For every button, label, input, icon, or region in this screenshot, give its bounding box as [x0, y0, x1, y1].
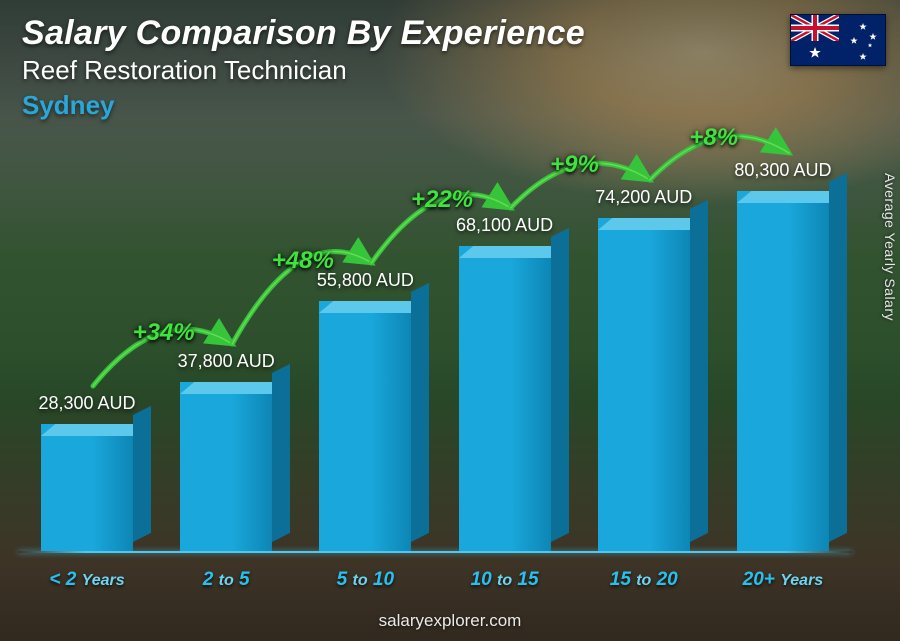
bar-side [690, 200, 708, 542]
bar: 68,100 AUD [446, 215, 564, 551]
bar: 80,300 AUD [724, 160, 842, 551]
bar-side [133, 406, 151, 542]
chart-subtitle: Reef Restoration Technician [22, 55, 585, 86]
bar-body [598, 218, 690, 551]
bar-top [598, 218, 704, 230]
bar-body [737, 191, 829, 551]
bar-front [737, 191, 829, 551]
bar-front [459, 246, 551, 551]
percent-increase-label: +22% [411, 186, 473, 214]
bar: 74,200 AUD [585, 187, 703, 551]
x-axis-label: 10 to 15 [446, 569, 564, 591]
bar: 55,800 AUD [306, 270, 424, 551]
percent-increase-label: +34% [133, 319, 195, 347]
percent-increase-label: +8% [689, 124, 738, 152]
bar-body [459, 246, 551, 551]
bar-front [319, 301, 411, 551]
bar-side [272, 364, 290, 542]
bar-body [180, 382, 272, 551]
bar-front [598, 218, 690, 551]
bar-front [180, 382, 272, 551]
chart-title: Salary Comparison By Experience [22, 14, 585, 53]
bar-value-label: 74,200 AUD [595, 187, 692, 208]
x-axis-label: 20+ Years [724, 569, 842, 591]
bar-side [551, 228, 569, 542]
bar-top [41, 424, 147, 436]
infographic-stage: Salary Comparison By Experience Reef Res… [0, 0, 900, 641]
x-axis-label: 15 to 20 [585, 569, 703, 591]
bar: 37,800 AUD [167, 351, 285, 551]
x-axis: < 2 Years 2 to 5 5 to 10 10 to 15 15 to 20 20… [28, 569, 842, 591]
bar-side [829, 173, 847, 542]
source-footer: salaryexplorer.com [0, 611, 900, 631]
axis-baseline [18, 551, 852, 553]
bar-top [737, 191, 843, 203]
bar-top [319, 301, 425, 313]
bar-side [411, 283, 429, 542]
bar-value-label: 37,800 AUD [178, 351, 275, 372]
bar-value-label: 68,100 AUD [456, 215, 553, 236]
australia-flag-icon [790, 14, 886, 66]
bar-body [41, 424, 133, 551]
percent-increase-label: +9% [550, 151, 599, 179]
x-axis-label: 2 to 5 [167, 569, 285, 591]
bar-top [180, 382, 286, 394]
bar-body [319, 301, 411, 551]
header: Salary Comparison By Experience Reef Res… [22, 14, 585, 121]
bar-top [459, 246, 565, 258]
bar: 28,300 AUD [28, 393, 146, 551]
bar-value-label: 80,300 AUD [734, 160, 831, 181]
y-axis-label: Average Yearly Salary [882, 173, 898, 321]
x-axis-label: 5 to 10 [306, 569, 424, 591]
x-axis-label: < 2 Years [28, 569, 146, 591]
bar-value-label: 28,300 AUD [38, 393, 135, 414]
bar-front [41, 424, 133, 551]
percent-increase-label: +48% [272, 247, 334, 275]
